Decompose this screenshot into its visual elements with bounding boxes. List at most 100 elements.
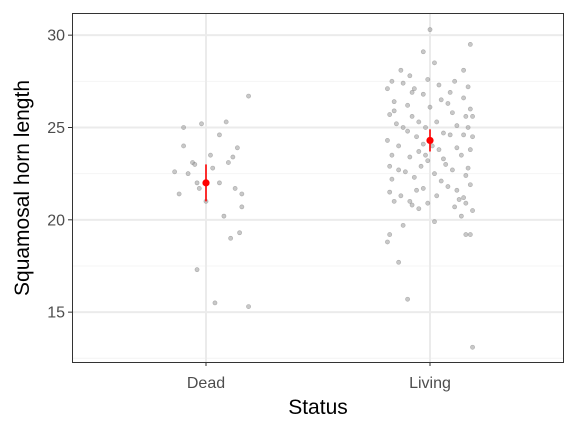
mean-point — [202, 179, 210, 187]
data-point — [217, 132, 222, 138]
data-point — [470, 208, 475, 213]
data-point — [470, 344, 475, 350]
data-point — [438, 97, 444, 103]
data-point — [452, 204, 458, 210]
y-tick-label: 25 — [47, 120, 65, 137]
data-point — [416, 206, 422, 212]
data-point — [393, 121, 399, 127]
data-point — [434, 193, 440, 199]
y-axis-title: Squamosal horn length — [11, 80, 34, 296]
data-point — [461, 132, 466, 138]
data-point — [391, 99, 397, 105]
data-point — [427, 104, 433, 110]
data-point — [396, 143, 402, 149]
data-point — [389, 152, 395, 158]
data-point — [409, 114, 415, 119]
data-point — [461, 195, 466, 201]
data-point — [467, 106, 473, 112]
data-point — [434, 119, 440, 125]
data-point — [398, 193, 404, 199]
data-point — [420, 49, 426, 55]
data-point — [230, 154, 236, 160]
data-point — [194, 180, 200, 186]
data-point — [400, 125, 406, 130]
y-tick-label: 15 — [47, 305, 65, 322]
data-point — [385, 239, 390, 245]
data-point — [210, 165, 216, 171]
data-point — [234, 145, 240, 151]
data-point — [239, 191, 245, 197]
mean-point — [426, 136, 434, 145]
data-point — [423, 125, 428, 130]
data-point — [389, 176, 395, 182]
data-points — [172, 27, 475, 350]
data-point — [389, 78, 395, 84]
data-point — [441, 156, 446, 162]
data-point — [225, 160, 231, 165]
data-point — [425, 200, 431, 206]
data-point — [436, 82, 442, 88]
data-point — [181, 125, 186, 130]
data-point — [228, 235, 234, 241]
data-point — [405, 102, 410, 108]
data-point — [212, 300, 218, 306]
data-point — [396, 259, 402, 265]
data-point — [391, 108, 397, 114]
data-point — [423, 152, 428, 158]
data-point — [405, 296, 410, 302]
data-point — [411, 86, 417, 92]
data-point — [221, 213, 227, 219]
data-point — [208, 152, 213, 158]
summary-markers — [202, 129, 434, 202]
data-point — [239, 204, 245, 210]
data-point — [416, 149, 422, 154]
data-point — [237, 230, 242, 236]
x-tick-label: Living — [409, 375, 451, 392]
data-point — [463, 173, 469, 178]
data-point — [407, 154, 413, 160]
data-point — [246, 93, 251, 99]
data-point — [387, 112, 393, 117]
data-point — [196, 186, 202, 191]
x-tick-label: Dead — [187, 375, 225, 392]
data-point — [387, 232, 393, 237]
data-point — [414, 187, 419, 193]
data-point — [407, 198, 413, 204]
data-point — [425, 158, 431, 164]
data-point — [456, 197, 462, 202]
data-point — [467, 41, 473, 47]
data-point — [461, 95, 466, 101]
data-point — [398, 67, 404, 73]
data-point — [420, 186, 426, 191]
data-point — [192, 162, 198, 167]
data-point — [400, 80, 406, 86]
data-point — [452, 78, 458, 84]
data-point — [432, 171, 437, 177]
data-point — [223, 119, 229, 125]
data-point — [470, 114, 475, 119]
data-point — [411, 174, 417, 180]
data-point — [418, 163, 424, 169]
data-point — [172, 169, 178, 175]
data-point — [447, 90, 453, 95]
data-point — [436, 147, 442, 153]
data-point — [246, 304, 251, 310]
data-point — [402, 169, 408, 175]
y-tick-label: 30 — [47, 28, 65, 45]
data-point — [454, 145, 460, 151]
data-point — [181, 143, 186, 149]
data-point — [416, 119, 422, 125]
data-point — [465, 125, 471, 130]
data-point — [176, 191, 182, 197]
data-point — [407, 73, 413, 79]
data-point — [443, 162, 449, 167]
data-point — [461, 67, 466, 73]
data-point — [445, 184, 451, 189]
data-point — [447, 132, 453, 138]
data-point — [438, 178, 444, 184]
data-point — [454, 123, 460, 129]
data-point — [414, 134, 419, 140]
data-point — [441, 130, 446, 136]
data-point — [396, 167, 402, 173]
data-point — [432, 60, 437, 66]
